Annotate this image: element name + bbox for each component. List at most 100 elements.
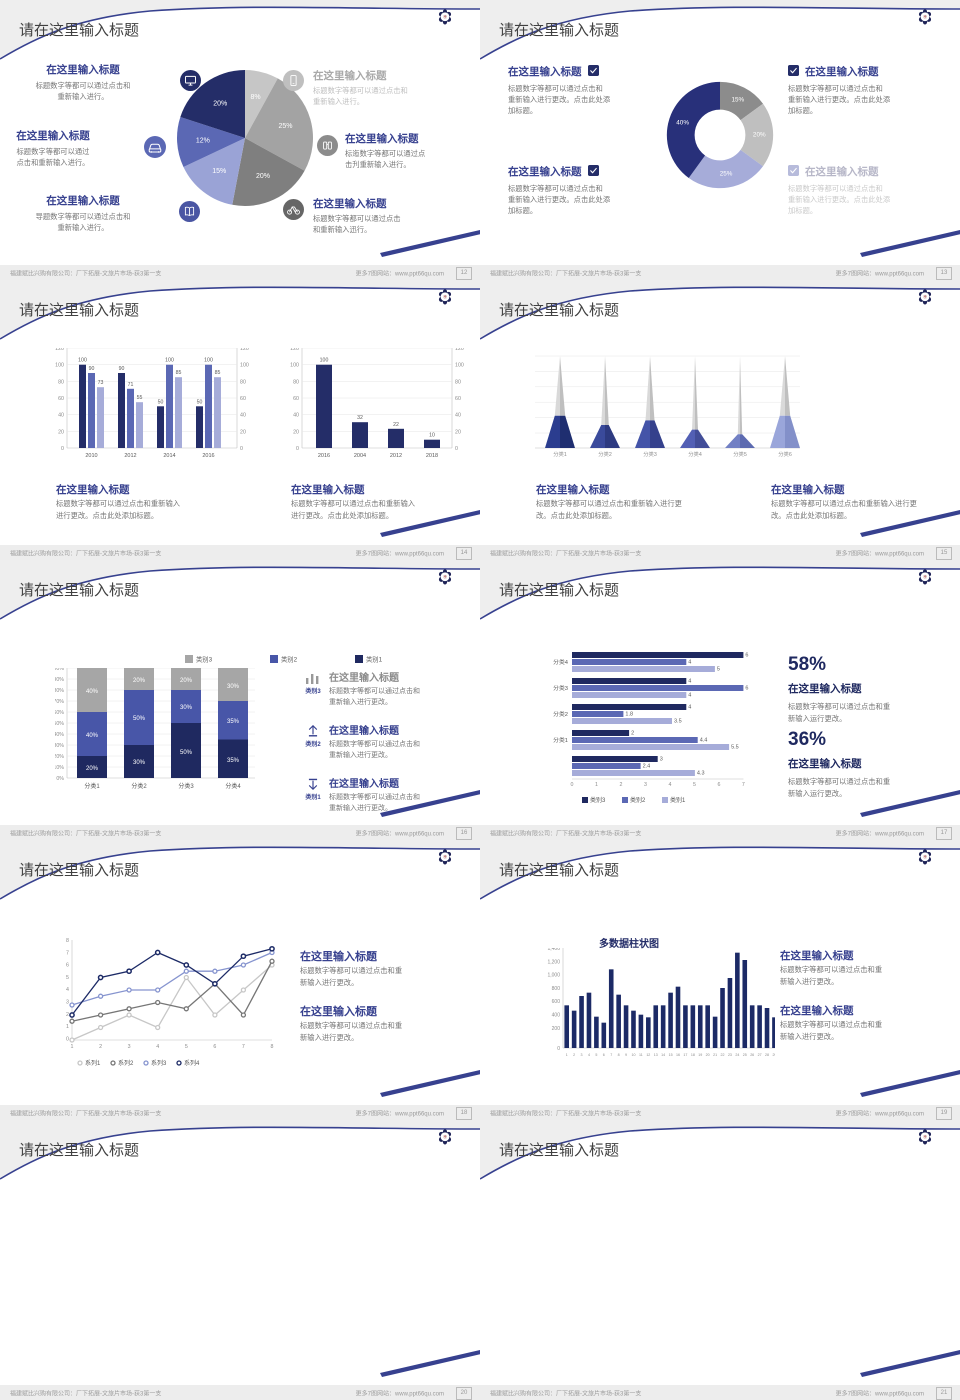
svg-text:1.8: 1.8: [625, 712, 633, 718]
svg-text:5: 5: [595, 1053, 597, 1057]
svg-text:分类2: 分类2: [131, 782, 147, 790]
svg-text:100: 100: [320, 358, 329, 364]
svg-text:15: 15: [669, 1053, 673, 1057]
svg-text:100: 100: [290, 363, 299, 369]
svg-text:100: 100: [455, 363, 464, 369]
svg-text:6: 6: [603, 1053, 605, 1057]
svg-text:11: 11: [639, 1053, 643, 1057]
svg-text:25: 25: [743, 1053, 747, 1057]
svg-text:40%: 40%: [55, 732, 64, 738]
svg-text:系列2: 系列2: [118, 1059, 134, 1067]
svg-text:12%: 12%: [196, 137, 210, 144]
svg-text:类别3: 类别3: [196, 655, 213, 664]
svg-text:1: 1: [566, 1053, 568, 1057]
svg-text:15%: 15%: [732, 97, 745, 104]
svg-text:6: 6: [66, 963, 69, 969]
svg-text:28: 28: [765, 1053, 769, 1057]
svg-text:系列3: 系列3: [151, 1059, 167, 1067]
svg-text:6: 6: [718, 782, 721, 788]
svg-text:1: 1: [71, 1044, 74, 1050]
svg-text:60: 60: [58, 396, 64, 402]
svg-text:3: 3: [66, 1000, 69, 1006]
svg-text:15%: 15%: [212, 168, 226, 175]
svg-text:40: 40: [293, 413, 299, 419]
svg-text:30%: 30%: [55, 743, 64, 749]
svg-text:71: 71: [128, 382, 134, 388]
svg-text:40%: 40%: [86, 733, 99, 739]
svg-text:7: 7: [242, 1044, 245, 1050]
svg-text:2: 2: [66, 1012, 69, 1018]
svg-text:70%: 70%: [55, 699, 64, 705]
svg-text:20%: 20%: [180, 678, 193, 684]
svg-text:10%: 10%: [55, 765, 64, 771]
svg-text:20: 20: [706, 1053, 710, 1057]
svg-text:2: 2: [620, 782, 623, 788]
svg-text:4: 4: [588, 1053, 590, 1057]
svg-text:100: 100: [204, 358, 213, 364]
svg-text:20%: 20%: [133, 678, 146, 684]
svg-text:1,000: 1,000: [547, 973, 560, 979]
svg-text:30%: 30%: [180, 705, 193, 711]
svg-text:3.5: 3.5: [674, 719, 682, 725]
svg-text:40%: 40%: [676, 120, 689, 127]
svg-text:120: 120: [55, 348, 64, 352]
svg-text:5: 5: [693, 782, 696, 788]
svg-text:5: 5: [185, 1044, 188, 1050]
svg-text:系列1: 系列1: [85, 1059, 101, 1067]
svg-text:90%: 90%: [55, 677, 64, 683]
svg-text:2: 2: [631, 731, 634, 737]
svg-text:5.5: 5.5: [731, 745, 739, 751]
svg-text:55: 55: [137, 395, 143, 401]
svg-text:2012: 2012: [124, 453, 136, 459]
svg-text:80: 80: [293, 379, 299, 385]
svg-text:分类3: 分类3: [553, 684, 568, 692]
svg-text:23: 23: [728, 1053, 732, 1057]
svg-text:4: 4: [688, 705, 691, 711]
svg-text:26: 26: [750, 1053, 754, 1057]
svg-text:40: 40: [240, 413, 246, 419]
svg-text:50%: 50%: [133, 716, 146, 722]
svg-text:分类4: 分类4: [553, 658, 569, 666]
svg-text:50: 50: [197, 399, 203, 405]
svg-text:2: 2: [99, 1044, 102, 1050]
svg-text:9: 9: [625, 1053, 627, 1057]
svg-text:200: 200: [552, 1026, 561, 1032]
svg-text:20: 20: [455, 429, 461, 435]
svg-text:类别2: 类别2: [630, 796, 646, 804]
svg-text:30%: 30%: [227, 684, 240, 690]
svg-text:10: 10: [429, 433, 435, 439]
svg-text:1,400: 1,400: [547, 948, 560, 952]
svg-text:800: 800: [552, 986, 561, 992]
svg-text:60: 60: [293, 396, 299, 402]
svg-text:系列4: 系列4: [184, 1059, 200, 1067]
svg-text:50: 50: [158, 399, 164, 405]
svg-text:4.4: 4.4: [700, 738, 708, 744]
svg-text:90: 90: [89, 366, 95, 372]
svg-text:85: 85: [215, 370, 221, 376]
svg-text:21: 21: [713, 1053, 717, 1057]
svg-text:7: 7: [742, 782, 745, 788]
svg-text:4: 4: [66, 987, 69, 993]
svg-text:73: 73: [98, 380, 104, 386]
svg-text:20: 20: [58, 429, 64, 435]
svg-text:10: 10: [631, 1053, 635, 1057]
svg-text:25%: 25%: [278, 123, 292, 130]
svg-text:40: 40: [455, 413, 461, 419]
svg-text:分类2: 分类2: [598, 450, 612, 458]
svg-text:32: 32: [357, 415, 363, 421]
svg-text:40%: 40%: [86, 689, 99, 695]
svg-text:4: 4: [688, 693, 691, 699]
svg-text:3: 3: [128, 1044, 131, 1050]
svg-text:分类3: 分类3: [643, 450, 657, 458]
svg-text:24: 24: [735, 1053, 739, 1057]
svg-text:2: 2: [573, 1053, 575, 1057]
svg-text:0: 0: [296, 446, 299, 452]
svg-text:分类4: 分类4: [688, 450, 702, 458]
svg-text:0: 0: [66, 1036, 69, 1042]
svg-text:分类1: 分类1: [84, 782, 100, 790]
svg-text:120: 120: [455, 348, 464, 352]
svg-text:17: 17: [683, 1053, 687, 1057]
svg-text:0: 0: [571, 782, 574, 788]
svg-text:4: 4: [688, 660, 691, 666]
svg-text:35%: 35%: [227, 719, 240, 725]
